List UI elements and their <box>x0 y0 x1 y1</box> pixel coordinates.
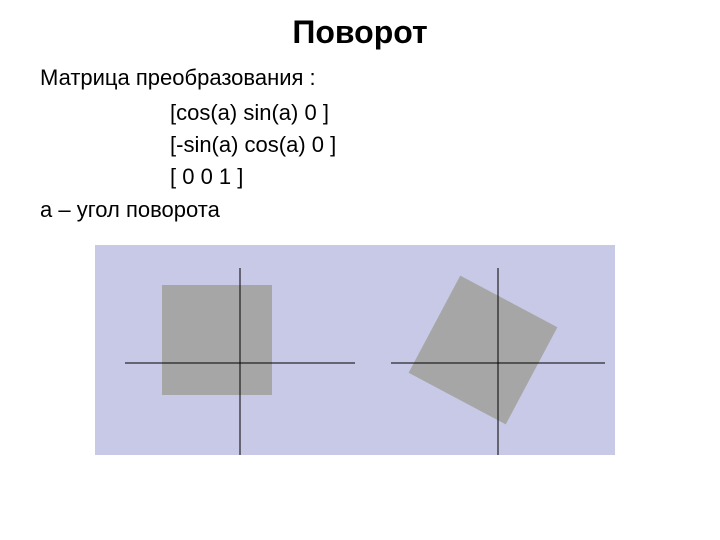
matrix-row-1: [cos(a) sin(a) 0 ] <box>0 97 720 129</box>
caption-text: a – угол поворота <box>0 193 720 223</box>
slide-title: Поворот <box>0 0 720 65</box>
subtitle-text: Матрица преобразования : <box>0 65 720 97</box>
matrix-row-3: [ 0 0 1 ] <box>0 161 720 193</box>
rotation-diagram <box>95 245 615 455</box>
matrix-row-2: [-sin(a) cos(a) 0 ] <box>0 129 720 161</box>
diagram-svg <box>95 245 615 455</box>
